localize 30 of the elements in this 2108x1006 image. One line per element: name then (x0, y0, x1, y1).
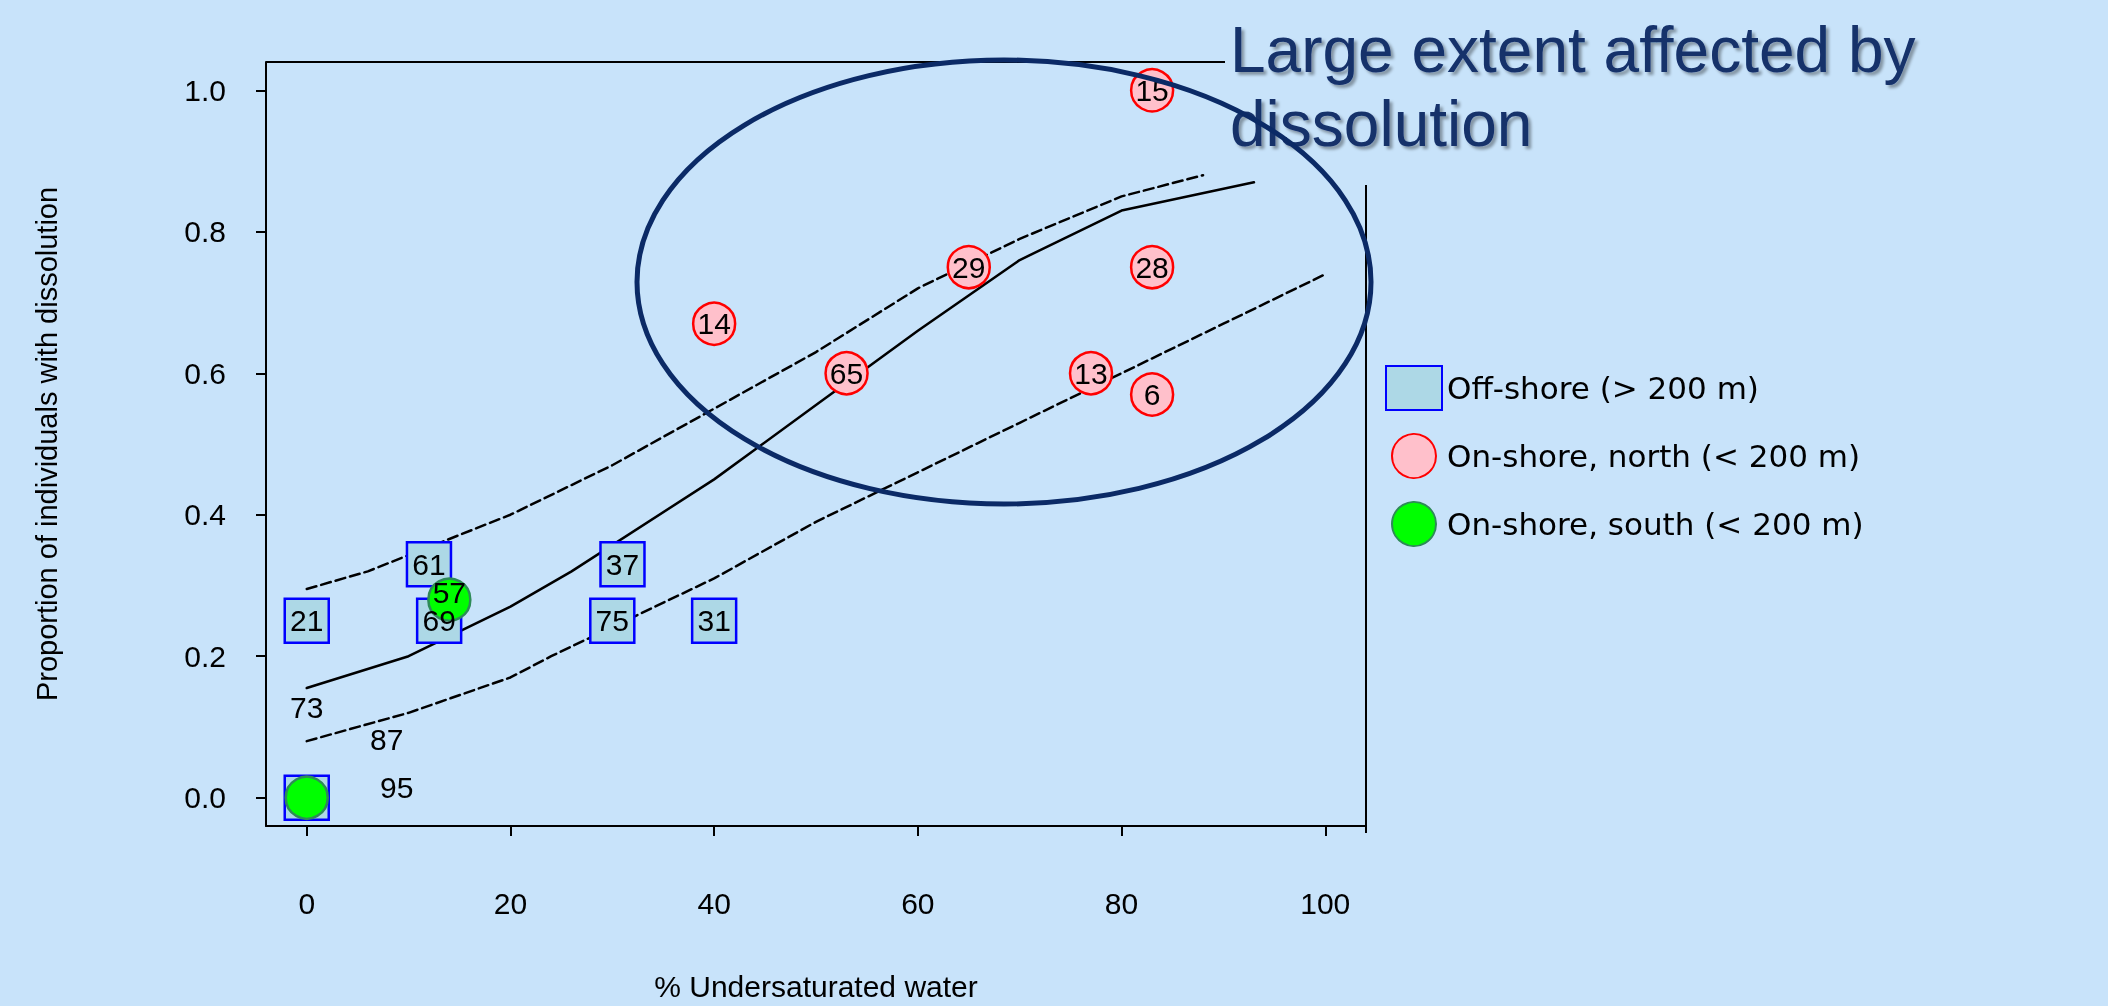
annotation: 75 (595, 604, 629, 638)
annotation: 65 (829, 356, 864, 390)
annotation: 14 (697, 307, 731, 341)
annotation: 31 (697, 604, 731, 638)
y-tick-label: 1.0 (184, 73, 226, 107)
legend-label: On-shore, south (< 200 m) (1447, 506, 1864, 542)
annotation: 87 (370, 723, 404, 757)
x-tick-label: 20 (493, 886, 528, 920)
x-tick-label: 80 (1104, 886, 1139, 920)
y-tick-label: 0.4 (184, 498, 226, 532)
annotation: 37 (605, 547, 640, 581)
x-axis-title: % Undersaturated water (654, 969, 978, 1003)
legend-label: On-shore, north (< 200 m) (1447, 438, 1861, 474)
annotation: 13 (1074, 356, 1108, 390)
y-tick-label: 0.6 (184, 356, 226, 390)
legend-label: Off-shore (> 200 m) (1447, 370, 1759, 406)
x-tick-label: 40 (697, 886, 731, 920)
annotation: 28 (1135, 250, 1169, 284)
y-tick-label: 0.2 (184, 639, 226, 673)
y-tick-label: 0.0 (184, 781, 226, 815)
annotation: 6 (1143, 377, 1161, 411)
annotation: 95 (380, 771, 414, 805)
x-tick-label: 0 (298, 886, 316, 920)
y-tick-label: 0.8 (184, 215, 226, 249)
annotation: 29 (952, 250, 986, 284)
x-tick-label: 100 (1300, 886, 1351, 920)
x-tick-label: 60 (901, 886, 935, 920)
annotation: 73 (290, 691, 324, 725)
annotation: 21 (290, 604, 324, 638)
y-axis-title: Proportion of individuals with dissolution (30, 186, 63, 702)
